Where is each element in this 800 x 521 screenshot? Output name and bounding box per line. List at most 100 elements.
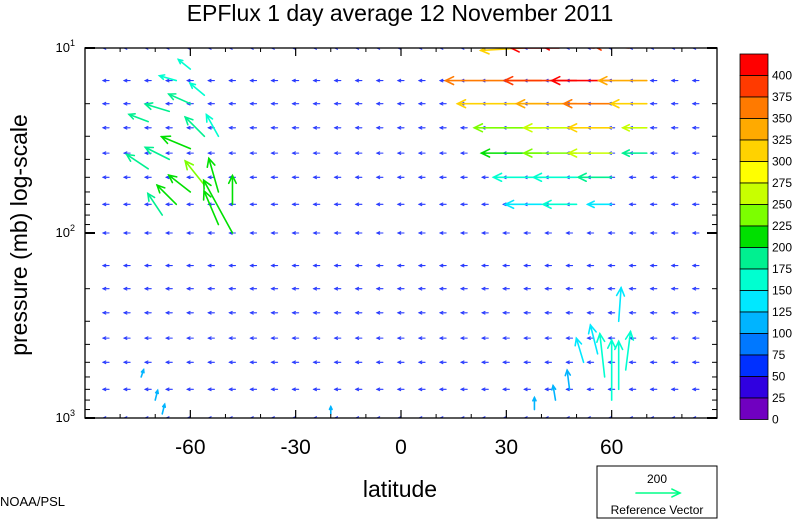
background-vector: [438, 360, 447, 365]
background-vector: [396, 48, 405, 50]
background-vector: [207, 310, 215, 315]
background-vector: [459, 231, 468, 235]
background-vector: [291, 387, 300, 392]
background-vector: [249, 263, 258, 268]
background-vector: [628, 286, 637, 291]
reference-vector-label: Reference Vector: [611, 503, 704, 517]
background-vector: [375, 336, 384, 340]
background-vector: [649, 387, 658, 392]
background-vector: [143, 202, 152, 207]
background-vector: [291, 175, 300, 180]
background-vector: [375, 78, 384, 83]
background-vector: [249, 336, 258, 340]
flux-vector: [146, 191, 164, 216]
background-vector: [354, 387, 363, 392]
background-vector: [270, 101, 279, 106]
flux-vector: [155, 183, 178, 206]
background-vector: [396, 175, 405, 180]
background-vector: [523, 231, 531, 235]
background-vector: [143, 286, 152, 291]
background-vector: [270, 416, 279, 418]
background-vector: [186, 416, 194, 418]
background-vector: [481, 175, 489, 180]
background-vector: [628, 387, 637, 392]
colorbar-label: 275: [772, 176, 792, 190]
background-vector: [165, 48, 173, 50]
background-vector: [438, 286, 447, 291]
background-vector: [628, 360, 637, 365]
background-vector: [228, 263, 237, 268]
background-vector: [228, 48, 237, 50]
background-vector: [649, 416, 658, 418]
background-vector: [607, 48, 616, 50]
x-tick-label: 0: [395, 436, 407, 459]
background-vector: [143, 48, 152, 50]
flux-vector: [202, 189, 220, 226]
background-vector: [691, 101, 700, 106]
background-vector: [523, 263, 531, 268]
background-vector: [122, 360, 131, 365]
background-vector: [417, 263, 426, 268]
colorbar-label: 400: [772, 69, 792, 83]
background-vector: [291, 286, 300, 291]
background-vector: [544, 310, 553, 315]
background-vector: [143, 387, 152, 392]
background-vector: [101, 101, 110, 106]
background-vector: [544, 416, 553, 418]
flux-vector: [551, 383, 557, 401]
colorbar-swatch: [739, 311, 769, 334]
colorbar: 4003753503253002752502252001751501251007…: [739, 53, 792, 427]
flux-vector: [157, 74, 178, 82]
background-vector: [459, 336, 468, 340]
colorbar-swatch: [739, 290, 769, 313]
background-vector: [207, 416, 215, 418]
background-vector: [649, 286, 658, 291]
background-vector: [691, 78, 700, 83]
background-vector: [670, 360, 679, 365]
background-vector: [165, 151, 173, 155]
background-vector: [417, 387, 426, 392]
background-vector: [228, 286, 237, 291]
background-vector: [670, 336, 679, 340]
background-vector: [417, 360, 426, 365]
background-vector: [186, 286, 194, 291]
colorbar-label: 25: [772, 391, 786, 405]
flux-vector: [587, 323, 599, 355]
background-vector: [333, 48, 342, 50]
background-vector: [291, 416, 300, 418]
background-vector: [438, 231, 447, 235]
background-vector: [586, 387, 595, 392]
background-vector: [165, 360, 173, 365]
background-vector: [354, 78, 363, 83]
background-vector: [607, 336, 616, 340]
background-vector: [312, 336, 321, 340]
colorbar-label: 0: [772, 413, 779, 427]
background-vector: [544, 360, 553, 365]
background-vector: [354, 416, 363, 418]
background-vector: [691, 231, 700, 235]
background-vector: [459, 360, 468, 365]
background-vector: [565, 310, 574, 315]
background-vector: [670, 175, 679, 180]
background-vector: [565, 231, 574, 235]
flux-vector: [585, 200, 613, 209]
flux-vector: [202, 178, 234, 234]
background-vector: [101, 310, 110, 315]
background-vector: [270, 175, 279, 180]
background-vector: [544, 231, 553, 235]
background-vector: [459, 202, 468, 207]
background-vector: [523, 416, 531, 418]
colorbar-label: 225: [772, 219, 792, 233]
background-vector: [438, 336, 447, 340]
background-vector: [481, 286, 489, 291]
colorbar-label: 250: [772, 198, 792, 212]
colorbar-label: 350: [772, 112, 792, 126]
colorbar-swatch: [739, 333, 769, 356]
background-vector: [375, 286, 384, 291]
background-vector: [670, 151, 679, 155]
background-vector: [122, 231, 131, 235]
background-vectors: [101, 48, 700, 418]
background-vector: [417, 48, 426, 50]
background-vector: [670, 263, 679, 268]
background-vector: [101, 387, 110, 392]
